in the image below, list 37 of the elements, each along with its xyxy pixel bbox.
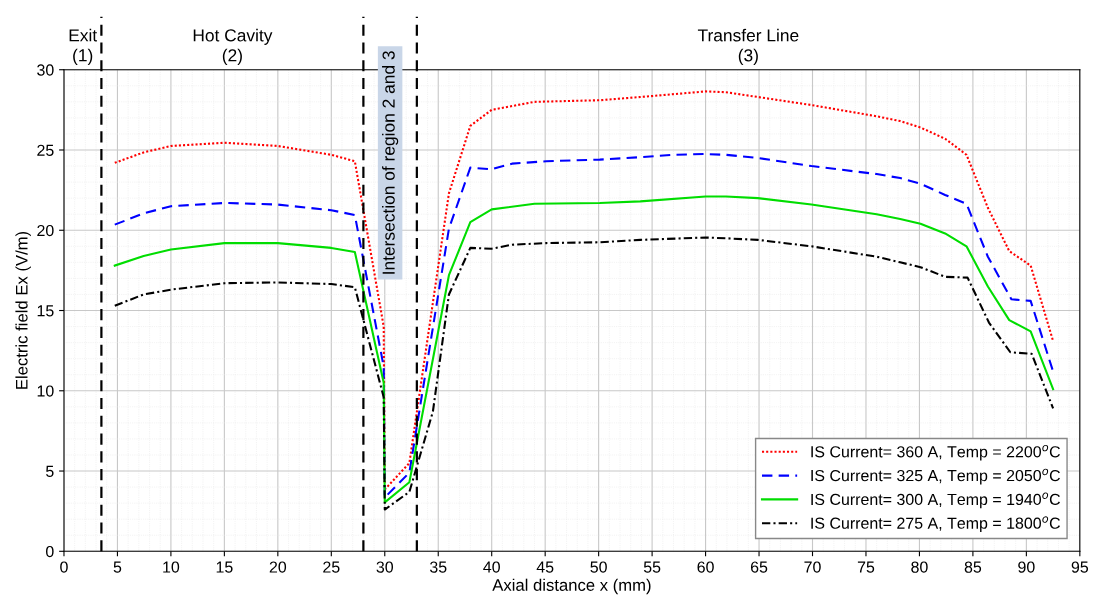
x-tick-label: 10 [163,561,180,573]
y-tick-label: 5 [46,465,54,477]
y-axis-title: Electric field Ex (V/m) [15,231,31,389]
x-tick-label: 0 [60,561,68,573]
legend-label: IS Current= 360 A, Temp = 2200$^{o}$C [811,444,1060,461]
x-tick-label: 15 [216,561,233,573]
x-tick-label: 65 [750,561,768,573]
annotation: Intersection of region 2 and 3 [382,51,399,274]
y-tick-label: 30 [37,64,54,76]
x-tick-label: 55 [643,561,661,573]
legend-label: IS Current= 325 A, Temp = 2050$^{o}$C [811,468,1060,485]
x-tick-label: 20 [269,561,287,573]
y-tick-label: 20 [37,224,54,237]
x-tick-label: 90 [1018,561,1035,573]
x-tick-label: 30 [376,561,394,573]
x-tick-label: 40 [483,561,500,573]
text: Exit (1) [69,28,98,65]
legend-label: IS Current= 275 A, Temp = 1800$^{o}$C [811,516,1060,533]
x-tick-label: 35 [429,561,447,573]
x-tick-label: 5 [113,561,122,573]
x-axis-title: Axial distance x (mm) [492,578,651,595]
legend-label: IS Current= 300 A, Temp = 1940$^{o}$C [811,492,1060,509]
y-tick-label: 10 [37,385,54,397]
x-tick-label: 50 [590,561,607,573]
x-tick-label: 75 [857,561,875,573]
y-tick-label: 15 [37,305,54,317]
y-tick-label: 0 [45,545,54,558]
x-tick-label: 60 [697,561,714,573]
x-tick-label: 95 [1071,561,1089,573]
x-tick-label: 80 [911,561,928,573]
text: Transfer Line (3) [697,28,799,65]
text: Hot Cavity (2) [193,28,273,65]
y-tick-label: 25 [37,144,54,156]
x-tick-label: 45 [536,561,554,573]
x-tick-label: 70 [804,561,821,573]
x-tick-label: 25 [323,561,340,573]
x-tick-label: 85 [964,561,982,573]
